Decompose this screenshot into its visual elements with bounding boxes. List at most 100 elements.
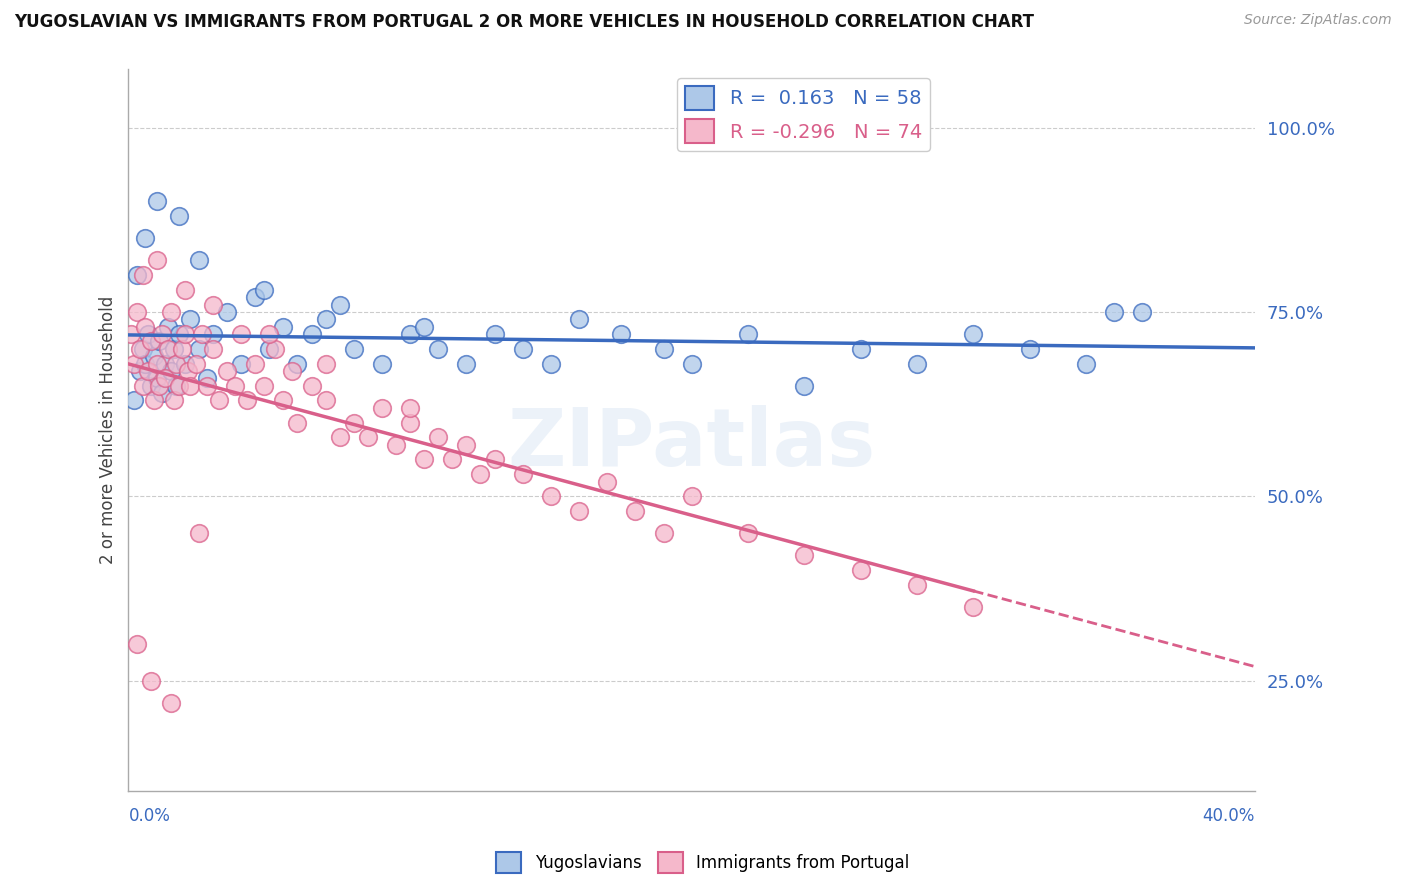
Point — [173, 327, 195, 342]
Point — [165, 357, 187, 371]
Point — [125, 637, 148, 651]
Point — [343, 416, 366, 430]
Point — [624, 504, 647, 518]
Point — [540, 489, 562, 503]
Point — [427, 342, 450, 356]
Point — [235, 393, 257, 408]
Point — [253, 283, 276, 297]
Point — [173, 283, 195, 297]
Point — [201, 297, 224, 311]
Point — [195, 378, 218, 392]
Point — [145, 253, 167, 268]
Point — [357, 430, 380, 444]
Point — [150, 327, 173, 342]
Point — [1018, 342, 1040, 356]
Point — [184, 357, 207, 371]
Point — [122, 357, 145, 371]
Point — [512, 342, 534, 356]
Point — [179, 378, 201, 392]
Point — [229, 327, 252, 342]
Point — [399, 327, 422, 342]
Point — [287, 416, 309, 430]
Point — [905, 357, 928, 371]
Text: 40.0%: 40.0% — [1202, 807, 1256, 825]
Point — [681, 357, 703, 371]
Point — [162, 342, 184, 356]
Point — [962, 327, 984, 342]
Point — [484, 452, 506, 467]
Point — [1074, 357, 1097, 371]
Point — [128, 342, 150, 356]
Point — [167, 327, 190, 342]
Point — [139, 334, 162, 349]
Legend: R =  0.163   N = 58, R = -0.296   N = 74: R = 0.163 N = 58, R = -0.296 N = 74 — [678, 78, 929, 151]
Point — [441, 452, 464, 467]
Point — [150, 386, 173, 401]
Point — [259, 342, 281, 356]
Point — [136, 364, 159, 378]
Point — [315, 312, 337, 326]
Point — [329, 297, 352, 311]
Point — [187, 526, 209, 541]
Point — [195, 371, 218, 385]
Point — [568, 312, 591, 326]
Point — [224, 378, 246, 392]
Point — [167, 209, 190, 223]
Point — [145, 357, 167, 371]
Point — [153, 357, 176, 371]
Point — [145, 371, 167, 385]
Point — [610, 327, 633, 342]
Point — [456, 357, 478, 371]
Point — [484, 327, 506, 342]
Point — [287, 357, 309, 371]
Point — [245, 357, 267, 371]
Point — [413, 452, 436, 467]
Point — [170, 342, 193, 356]
Point — [134, 357, 156, 371]
Point — [139, 673, 162, 688]
Point — [905, 578, 928, 592]
Point — [652, 526, 675, 541]
Point — [131, 342, 153, 356]
Point — [399, 416, 422, 430]
Text: ZIPatlas: ZIPatlas — [508, 406, 876, 483]
Point — [201, 342, 224, 356]
Point — [315, 393, 337, 408]
Point — [849, 563, 872, 577]
Point — [737, 327, 759, 342]
Point — [371, 401, 394, 415]
Point — [139, 378, 162, 392]
Point — [652, 342, 675, 356]
Point — [159, 696, 181, 710]
Point — [1102, 305, 1125, 319]
Point — [162, 393, 184, 408]
Point — [259, 327, 281, 342]
Point — [145, 194, 167, 209]
Point — [148, 378, 170, 392]
Point — [273, 393, 295, 408]
Point — [470, 467, 492, 482]
Point — [512, 467, 534, 482]
Point — [962, 600, 984, 615]
Point — [371, 357, 394, 371]
Point — [681, 489, 703, 503]
Point — [793, 378, 815, 392]
Text: YUGOSLAVIAN VS IMMIGRANTS FROM PORTUGAL 2 OR MORE VEHICLES IN HOUSEHOLD CORRELAT: YUGOSLAVIAN VS IMMIGRANTS FROM PORTUGAL … — [14, 13, 1033, 31]
Point — [190, 327, 212, 342]
Point — [273, 319, 295, 334]
Point — [148, 334, 170, 349]
Text: 0.0%: 0.0% — [128, 807, 170, 825]
Point — [253, 378, 276, 392]
Point — [142, 349, 165, 363]
Point — [167, 378, 190, 392]
Point — [128, 364, 150, 378]
Point — [131, 268, 153, 282]
Point — [385, 438, 408, 452]
Point — [849, 342, 872, 356]
Point — [1130, 305, 1153, 319]
Point — [156, 342, 179, 356]
Point — [187, 342, 209, 356]
Point — [215, 364, 238, 378]
Point — [329, 430, 352, 444]
Point — [596, 475, 619, 489]
